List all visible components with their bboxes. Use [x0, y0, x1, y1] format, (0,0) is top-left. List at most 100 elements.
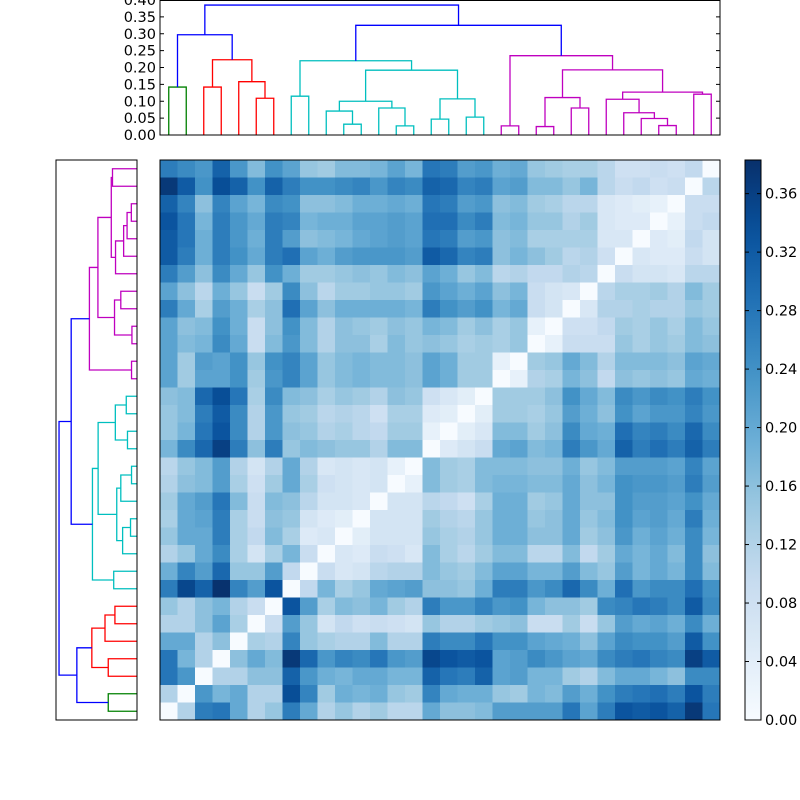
heatmap-cell	[580, 387, 598, 406]
heatmap-cell	[212, 492, 231, 511]
top-dendrogram-link	[211, 59, 253, 88]
heatmap-cell	[475, 492, 493, 511]
heatmap-cell	[265, 177, 283, 196]
heatmap-cell	[562, 632, 581, 651]
heatmap-cell	[282, 632, 301, 651]
heatmap-cell	[282, 352, 301, 371]
heatmap-cell	[282, 282, 301, 301]
heatmap-cell	[457, 265, 476, 283]
heatmap-cell	[510, 317, 528, 336]
heatmap-cell	[177, 230, 196, 248]
heatmap-cell	[335, 212, 353, 231]
heatmap-cell	[632, 650, 651, 668]
heatmap-cell	[685, 230, 703, 248]
heatmap-cell	[440, 562, 458, 581]
heatmap-cell	[335, 387, 353, 406]
heatmap-cell	[265, 265, 283, 283]
heatmap-cell	[510, 387, 528, 406]
heatmap-cell	[562, 492, 581, 511]
heatmap-cell	[300, 300, 318, 318]
heatmap-cell	[422, 282, 441, 301]
heatmap-cell	[702, 177, 721, 196]
heatmap-cell	[160, 370, 178, 388]
heatmap-cell	[702, 457, 721, 476]
heatmap-cell	[597, 580, 616, 598]
heatmap-cell	[300, 650, 318, 668]
heatmap-cell	[667, 387, 686, 406]
heatmap-cell	[492, 247, 511, 266]
heatmap-cell	[230, 282, 248, 301]
heatmap-cell	[597, 527, 616, 546]
heatmap-cell	[440, 212, 458, 231]
heatmap-cell	[597, 545, 616, 563]
heatmap-cell	[352, 387, 371, 406]
heatmap-cell	[177, 335, 196, 353]
heatmap-cell	[457, 650, 476, 668]
heatmap-cell	[632, 632, 651, 651]
heatmap-cell	[685, 265, 703, 283]
heatmap-cell	[545, 562, 563, 581]
heatmap-cell	[422, 247, 441, 266]
heatmap-cell	[212, 422, 231, 441]
heatmap-cell	[317, 265, 336, 283]
heatmap-cell	[335, 265, 353, 283]
top-dendrogram-ytick-label: 0.40	[124, 0, 156, 9]
heatmap-cell	[545, 667, 563, 686]
heatmap-cell	[615, 405, 633, 423]
heatmap-cell	[457, 597, 476, 616]
heatmap-cell	[440, 317, 458, 336]
heatmap-cell	[335, 632, 353, 651]
heatmap-cell	[615, 702, 633, 721]
heatmap-cell	[300, 615, 318, 633]
heatmap-cell	[282, 597, 301, 616]
heatmap-cell	[545, 177, 563, 196]
heatmap-cell	[702, 282, 721, 301]
heatmap-cell	[195, 492, 213, 511]
heatmap-cell	[510, 195, 528, 213]
heatmap-cell	[335, 370, 353, 388]
heatmap-cell	[562, 352, 581, 371]
heatmap-cell	[492, 387, 511, 406]
heatmap-cell	[265, 282, 283, 301]
heatmap-cell	[422, 702, 441, 721]
heatmap-cell	[370, 597, 388, 616]
heatmap-cell	[492, 685, 511, 703]
heatmap-cell	[317, 405, 336, 423]
heatmap-cell	[195, 667, 213, 686]
heatmap-cell	[387, 475, 406, 493]
heatmap-cell	[317, 387, 336, 406]
heatmap-cell	[265, 195, 283, 213]
heatmap-cell	[265, 615, 283, 633]
heatmap-cell	[160, 387, 178, 406]
heatmap-cell	[702, 317, 721, 336]
heatmap-cell	[422, 492, 441, 511]
heatmap-cell	[370, 702, 388, 721]
heatmap-cell	[177, 632, 196, 651]
heatmap-cell	[685, 247, 703, 266]
heatmap-cell	[685, 702, 703, 721]
heatmap-cell	[212, 247, 231, 266]
heatmap-cell	[247, 387, 266, 406]
heatmap-cell	[475, 527, 493, 546]
heatmap-cell	[230, 562, 248, 581]
heatmap-cell	[247, 440, 266, 458]
left-dendrogram-link	[114, 240, 137, 275]
heatmap-cell	[597, 352, 616, 371]
heatmap-cell	[492, 650, 511, 668]
heatmap-cell	[195, 615, 213, 633]
heatmap-cell	[475, 632, 493, 651]
heatmap-cell	[492, 352, 511, 371]
heatmap-cell	[562, 475, 581, 493]
heatmap-cell	[475, 545, 493, 563]
heatmap-cell	[457, 317, 476, 336]
heatmap-cell	[300, 335, 318, 353]
heatmap-cell	[702, 615, 721, 633]
heatmap-cell	[195, 510, 213, 528]
heatmap-cell	[335, 685, 353, 703]
heatmap-cell	[667, 352, 686, 371]
heatmap-cell	[527, 300, 546, 318]
heatmap-cell	[510, 685, 528, 703]
heatmap-cell	[247, 545, 266, 563]
heatmap-cell	[387, 352, 406, 371]
heatmap-cell	[405, 177, 423, 196]
